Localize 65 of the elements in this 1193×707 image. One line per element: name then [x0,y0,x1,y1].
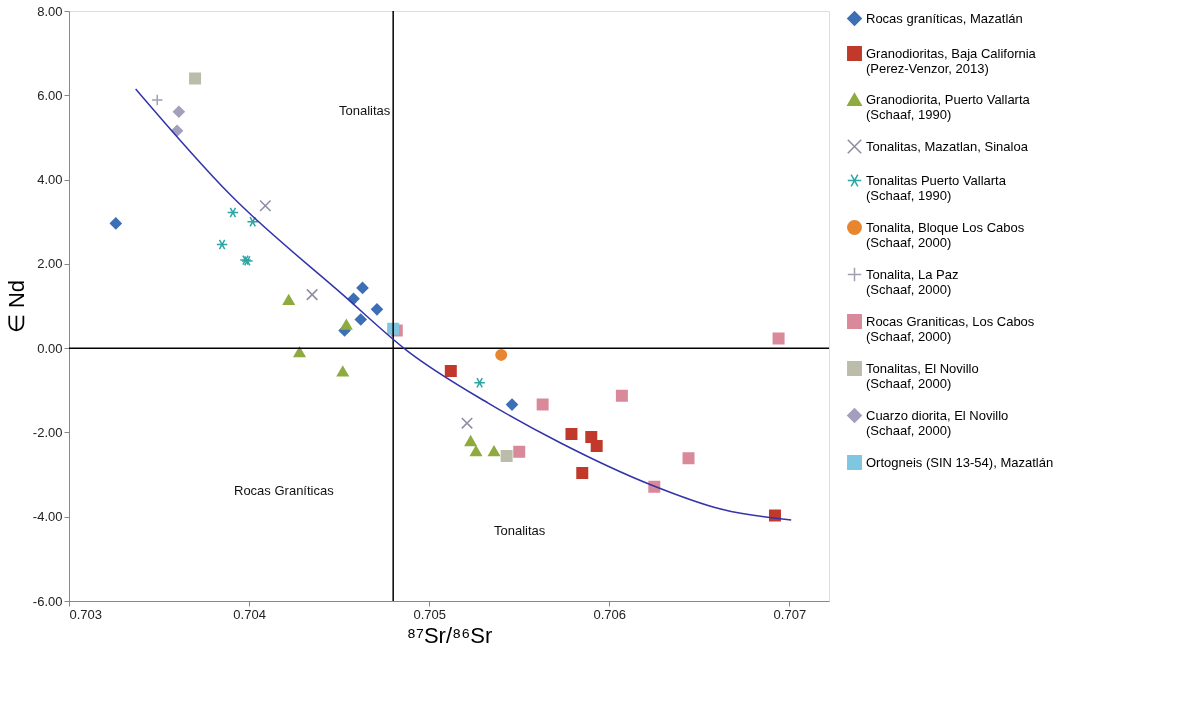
point [500,450,513,463]
point [470,445,483,457]
point [495,348,508,361]
point [473,377,486,389]
y-tick-label: 6.00 [37,87,63,103]
point [461,417,473,430]
point [488,445,501,457]
point [109,217,122,230]
point [590,439,603,452]
point [506,398,519,411]
point [216,239,229,250]
y-tick-label: -4.00 [32,509,63,525]
legend-label: Tonalitas Puerto Vallarta (Schaaf, 1990) [866,172,1007,203]
x-tick-label: 0.704 [233,606,266,622]
legend-label: Tonalita, Bloque Los Cabos (Schaaf, 2000) [866,219,1025,250]
y-axis-title: ∈ Nd [3,279,29,334]
point [336,366,349,377]
y-tick-label: 8.00 [37,3,63,19]
point [354,313,367,326]
annotation: Tonalitas [339,103,391,118]
point [347,292,360,305]
y-tick-label: 2.00 [37,256,63,272]
point [189,72,202,85]
point [226,207,239,218]
annotation: Tonalitas [494,523,546,538]
point [340,319,353,330]
point [306,288,319,301]
point [370,303,383,316]
legend-label: Tonalita, La Paz (Schaaf, 2000) [866,266,959,297]
x-tick-label: 0.703 [69,606,103,622]
point [246,216,259,228]
legend-label: Tonalitas, Mazatlan, Sinaloa [866,138,1029,154]
y-tick-label: 0.00 [37,340,63,356]
line-series [134,88,792,521]
legend-label: Cuarzo diorita, El Novillo (Schaaf, 2000) [866,407,1009,438]
point [282,294,295,305]
point [444,364,457,377]
point [536,398,549,411]
point [772,332,785,345]
point [151,93,164,106]
point [682,452,695,465]
point [513,445,526,458]
point [171,124,184,137]
legend-label: Granodioritas, Baja California (Perez-Venzor, 2013) [866,45,1037,76]
y-tick-label: 4.00 [37,172,63,188]
point [293,346,306,358]
x-tick-label: 0.706 [593,606,627,622]
x-tick-label: 0.707 [773,606,807,622]
legend-label: Tonalitas, El Novillo (Schaaf, 2000) [866,360,979,391]
y-tick-label: -6.00 [32,593,63,609]
annotation: Rocas Graníticas [234,483,335,498]
x-axis-title: ⁸⁷Sr/⁸⁶Sr [406,622,493,648]
point [615,389,628,402]
point [356,281,369,294]
point [172,105,185,118]
legend-label: Granodiorita, Puerto Vallarta (Schaaf, 1990) [866,91,1031,122]
point [259,199,272,212]
point [576,466,589,479]
x-tick-label: 0.705 [413,606,446,622]
legend-label: Rocas graníticas, Mazatlán [866,10,1023,26]
point [565,428,578,441]
legend-label: Ortogneis (SIN 13-54), Mazatlán [866,454,1054,470]
legend-label: Rocas Graniticas, Los Cabos (Schaaf, 2000) [866,313,1035,344]
y-tick-label: -2.00 [32,424,63,440]
point [464,435,477,447]
